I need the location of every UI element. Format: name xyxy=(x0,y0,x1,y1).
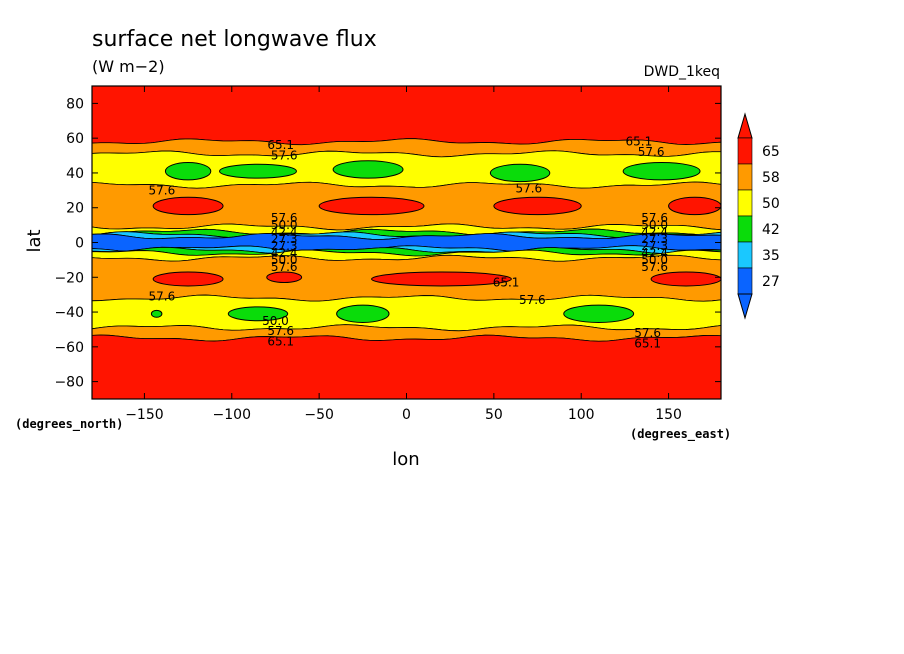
y-axis-label: lat xyxy=(24,229,45,252)
contour-label-2: 65.1 xyxy=(626,135,653,149)
contour-label-12: 50.0 xyxy=(271,253,298,267)
colorbar-swatch xyxy=(737,215,753,243)
contour-label-11: 42.4 xyxy=(271,246,298,260)
dataset-label: DWD_1keq xyxy=(644,64,720,80)
contour-region-1 xyxy=(219,163,297,179)
colorbar-label: 35 xyxy=(762,248,780,264)
colorbar-label: 65 xyxy=(762,144,780,160)
y-tick-label: −40 xyxy=(54,305,84,321)
contour-region-10 xyxy=(266,271,303,283)
contour-label-8: 42.4 xyxy=(271,225,298,239)
contour-region-7 xyxy=(493,196,582,216)
contour-label-20: 50.0 xyxy=(641,253,668,267)
colorbar-label: 27 xyxy=(762,274,780,290)
contour-label-14: 57.6 xyxy=(641,211,668,225)
contour-label-18: 27.3 xyxy=(641,239,668,253)
colorbar-extend-low xyxy=(737,293,753,320)
contour-region-5 xyxy=(152,196,224,216)
y-tick-label: 60 xyxy=(66,131,84,147)
colorbar-swatch xyxy=(737,163,753,191)
contour-region-14 xyxy=(336,304,390,323)
colorbar-label: 42 xyxy=(762,222,780,238)
y-units-label: (degrees_north) xyxy=(15,417,123,432)
contour-region-0 xyxy=(164,162,212,181)
contour-label-17: 27.3 xyxy=(641,232,668,246)
contour-region-9 xyxy=(152,271,224,287)
y-tick-label: 40 xyxy=(66,166,84,182)
contour-region-3 xyxy=(489,163,551,183)
x-tick-label: 0 xyxy=(402,407,411,423)
contour-label-3: 57.6 xyxy=(638,145,665,159)
contour-label-5: 57.6 xyxy=(515,182,542,196)
contour-region-4 xyxy=(622,162,701,181)
colorbar-swatch xyxy=(737,267,753,295)
colorbar-swatch xyxy=(737,241,753,269)
contour-region-6 xyxy=(318,196,425,216)
y-tick-label: −20 xyxy=(54,270,84,286)
band-14 xyxy=(92,334,721,399)
y-tick-label: −80 xyxy=(54,375,84,391)
contour-region-12 xyxy=(650,271,721,287)
contour-label-27: 65.1 xyxy=(267,335,294,349)
contour-region-2 xyxy=(332,160,404,179)
contour-label-19: 42.4 xyxy=(641,246,668,260)
colorbar-swatch xyxy=(737,189,753,217)
contour-label-0: 65.1 xyxy=(267,138,294,152)
x-tick-label: 50 xyxy=(485,407,503,423)
x-tick-label: −100 xyxy=(213,407,251,423)
colorbar-label: 50 xyxy=(762,196,780,212)
colorbar-extend-high xyxy=(737,112,753,139)
x-units-label: (degrees_east) xyxy=(630,427,731,442)
colorbar: 27 35 42 50 58 65 xyxy=(737,112,780,320)
x-tick-label: −50 xyxy=(304,407,334,423)
colorbar-swatch xyxy=(737,137,753,165)
contour-label-23: 57.6 xyxy=(149,289,176,303)
contour-region-11 xyxy=(371,271,512,287)
contour-label-21: 57.6 xyxy=(641,260,668,274)
contour-label-25: 50.0 xyxy=(262,314,289,328)
contour-label-6: 57.6 xyxy=(271,211,298,225)
contour-map: 65.157.665.157.657.6 57.657.650.042.427.3… xyxy=(92,86,721,399)
colorbar-label: 58 xyxy=(762,170,780,186)
contour-label-13: 57.6 xyxy=(271,260,298,274)
contour-region-16 xyxy=(150,309,163,318)
contour-region-15 xyxy=(563,304,635,323)
contour-label-28: 57.6 xyxy=(634,326,661,340)
contour-label-24: 57.6 xyxy=(519,293,546,307)
x-tick-label: 100 xyxy=(568,407,595,423)
contour-label-7: 50.0 xyxy=(271,218,298,232)
contour-region-13 xyxy=(227,306,289,322)
contour-label-1: 57.6 xyxy=(271,149,298,163)
contour-label-4: 57.6 xyxy=(149,183,176,197)
contour-label-16: 42.4 xyxy=(641,225,668,239)
plot-area: 65.157.665.157.657.6 57.657.650.042.427.3… xyxy=(92,86,721,399)
contour-label-9: 27.3 xyxy=(271,232,298,246)
y-tick-label: −60 xyxy=(54,340,84,356)
contour-label-15: 50.0 xyxy=(641,218,668,232)
contour-label-22: 65.1 xyxy=(493,275,520,289)
chart-units: (W m−2) xyxy=(92,57,165,76)
contour-label-10: 27.3 xyxy=(271,239,298,253)
y-tick-label: 20 xyxy=(66,201,84,217)
axes: −150 −100 −50 0 50 100 150 80 60 40 20 0 −20 −40 −60 −8… xyxy=(54,85,722,423)
contour-region-8 xyxy=(668,196,721,216)
contour-label-26: 57.6 xyxy=(267,324,294,338)
x-tick-label: 150 xyxy=(655,407,682,423)
x-tick-label: −150 xyxy=(125,407,163,423)
y-tick-label: 0 xyxy=(75,236,84,252)
chart-title: surface net longwave flux xyxy=(92,27,377,52)
contour-label-29: 65.1 xyxy=(634,336,661,350)
x-axis-label: lon xyxy=(392,449,419,470)
y-tick-label: 80 xyxy=(66,96,84,112)
